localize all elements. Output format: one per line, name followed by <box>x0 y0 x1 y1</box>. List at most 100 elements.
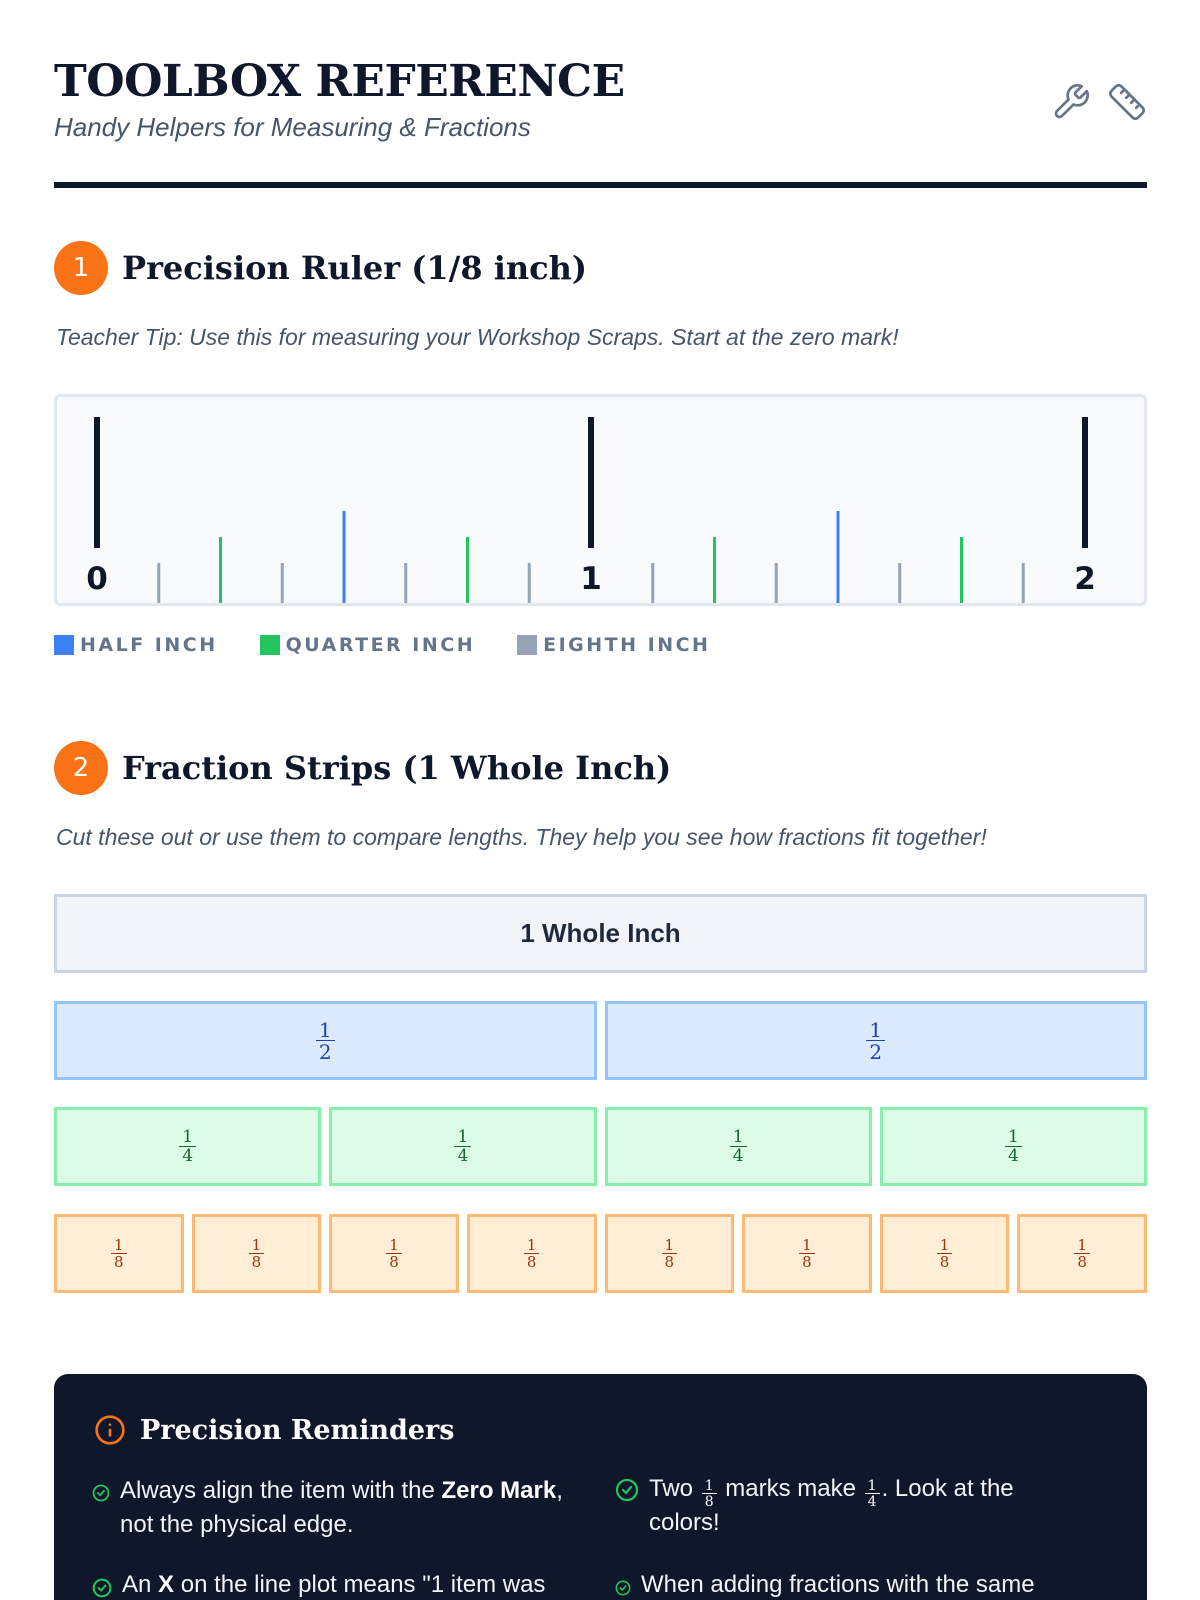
frac-denominator: 8 <box>248 1252 265 1270</box>
wrench-icon <box>1054 84 1089 119</box>
frac-numerator: 1 <box>251 1235 262 1254</box>
section-number-badge: 2 <box>54 741 108 795</box>
legend-label-quarter: QUARTER INCH <box>285 634 476 656</box>
reminder-item: Always align the item with the Zero Mark… <box>92 1474 572 1542</box>
page-header: TOOLBOX REFERENCE Handy Helpers for Meas… <box>54 56 1147 188</box>
ruler-section-heading: 1 Precision Ruler (1/8 inch) <box>54 241 587 295</box>
reminder-text-part: An <box>122 1571 159 1598</box>
frac-numerator: 1 <box>457 1126 469 1147</box>
legend-item-eighth: EIGHTH INCH <box>517 634 710 656</box>
frac-denominator: 2 <box>866 1039 886 1062</box>
reminder-item: An X on the line plot means "1 item was <box>92 1568 592 1600</box>
frac-numerator: 1 <box>664 1235 675 1254</box>
frac-denominator: 4 <box>1004 1145 1022 1165</box>
reminder-text-part: on the line plot means "1 item was <box>174 1571 546 1598</box>
ruler-graphic: 0 1 2 <box>86 417 1096 603</box>
frac-denominator: 4 <box>179 1145 197 1165</box>
frac-numerator: 1 <box>526 1235 537 1254</box>
ruler-icon <box>1109 84 1145 120</box>
legend-label-eighth: EIGHTH INCH <box>543 634 711 656</box>
frac-numerator: 1 <box>182 1126 194 1147</box>
frac-numerator: 1 <box>1007 1126 1019 1147</box>
reminders-heading: Precision Reminders <box>94 1414 454 1446</box>
ruler-tip: Teacher Tip: Use this for measuring your… <box>56 324 899 350</box>
section-title: Fraction Strips (1 Whole Inch) <box>122 749 672 787</box>
header-icons <box>1051 82 1147 122</box>
reminder-text-part: . Look at the <box>881 1475 1014 1502</box>
info-icon <box>95 1415 125 1445</box>
legend-swatch-half <box>54 635 74 655</box>
frac-denominator: 8 <box>701 1492 717 1509</box>
reminder-text-part: Always align the item with the <box>120 1477 442 1504</box>
reminder-text: Always align the item with the Zero Mark… <box>120 1474 563 1542</box>
reminder-text-part: When adding fractions with the same <box>641 1571 1035 1598</box>
ruler-inch-label: 0 <box>86 561 108 597</box>
check-circle-icon <box>92 1578 112 1598</box>
precision-reminders-panel: Precision Reminders Always align the ite… <box>54 1374 1147 1600</box>
page-title: TOOLBOX REFERENCE <box>54 56 625 107</box>
frac-denominator: 8 <box>523 1252 540 1270</box>
strip-whole: 1 Whole Inch <box>54 894 1147 973</box>
frac-numerator: 1 <box>318 1017 332 1042</box>
frac-numerator: 1 <box>1077 1235 1087 1254</box>
reminder-bold: X <box>158 1571 175 1598</box>
reminder-text-part: marks make <box>725 1475 856 1502</box>
frac-numerator: 1 <box>704 1477 714 1494</box>
reminder-text: When adding fractions with the same <box>641 1568 1035 1600</box>
page-subtitle: Handy Helpers for Measuring & Fractions <box>54 112 531 142</box>
strip-row-whole: 1 Whole Inch <box>54 894 1147 973</box>
legend-item-half: HALF INCH <box>54 634 218 656</box>
frac-numerator: 1 <box>939 1235 950 1254</box>
frac-denominator: 8 <box>799 1252 815 1270</box>
reminder-item: When adding fractions with the same <box>615 1568 1115 1600</box>
frac-numerator: 1 <box>732 1126 744 1147</box>
precision-ruler: 0 1 2 <box>54 394 1147 606</box>
ruler-inch-label: 1 <box>580 561 602 597</box>
frac-denominator: 4 <box>729 1145 747 1165</box>
frac-numerator: 1 <box>802 1235 812 1254</box>
strips-section-heading: 2 Fraction Strips (1 Whole Inch) <box>54 741 671 795</box>
frac-denominator: 8 <box>661 1252 678 1270</box>
frac-numerator: 1 <box>867 1477 877 1494</box>
legend-swatch-quarter <box>259 635 280 655</box>
ruler-inch-label: 2 <box>1074 561 1096 597</box>
frac-denominator: 4 <box>864 1492 880 1509</box>
frac-numerator: 1 <box>389 1235 399 1254</box>
reminders-title: Precision Reminders <box>140 1414 455 1446</box>
frac-denominator: 2 <box>315 1039 335 1062</box>
frac-denominator: 8 <box>111 1252 127 1270</box>
header-divider <box>54 182 1147 188</box>
check-circle-icon <box>92 1484 110 1502</box>
ruler-legend: HALF INCH QUARTER INCH EIGHTH INCH <box>54 634 752 656</box>
legend-item-quarter: QUARTER INCH <box>259 634 476 656</box>
